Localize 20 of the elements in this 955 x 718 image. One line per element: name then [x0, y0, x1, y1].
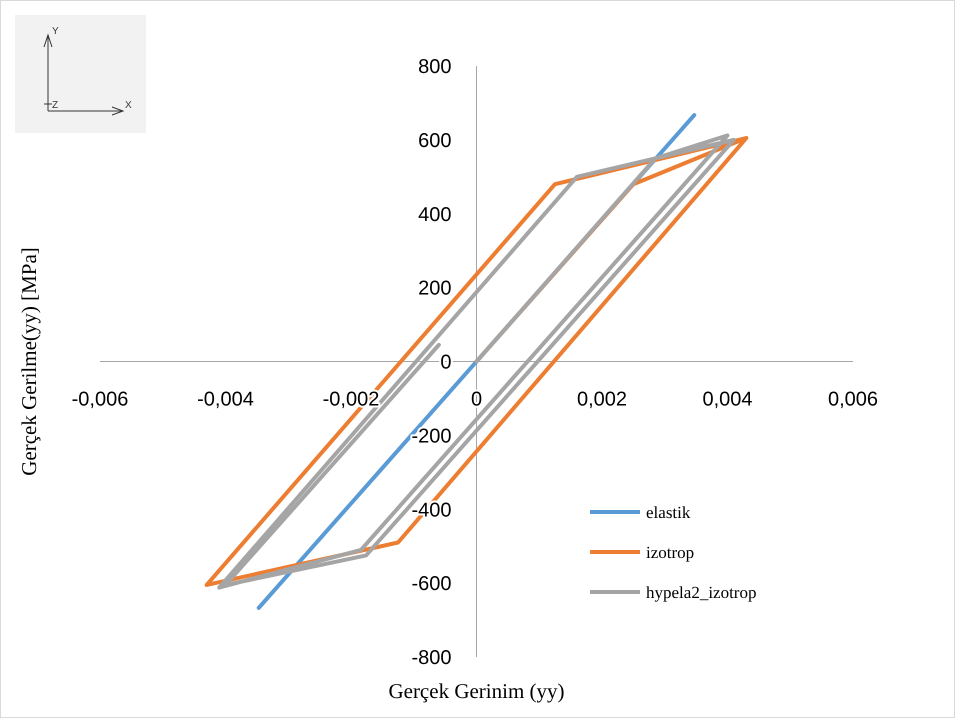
y-tick-label: 200 [418, 278, 452, 300]
annotation: X [125, 100, 132, 111]
y-tick-label: -600 [411, 573, 452, 596]
y-tick-label: 800 [418, 56, 452, 78]
y-tick-label: 0 [440, 352, 452, 374]
x-tick-label: 0 [470, 388, 482, 410]
y-tick-label: 600 [418, 130, 452, 152]
y-tick-label: 400 [418, 204, 452, 226]
legend-label: hypela2_izotrop [646, 583, 756, 602]
x-tick-label: -0,006 [72, 388, 128, 410]
x-tick-label: -0,004 [197, 388, 254, 410]
y-tick-label: -800 [411, 647, 452, 669]
y-axis-title: Gerçek Gerilme(yy) [MPa] [17, 247, 41, 476]
x-tick-label: 0,004 [702, 388, 753, 410]
x-tick-label: 0,006 [828, 388, 878, 410]
y-tick-label: -200 [411, 425, 452, 448]
x-axis-title: Gerçek Gerinim (yy) [388, 679, 565, 703]
legend-label: izotrop [646, 543, 694, 562]
legend-label: elastik [646, 503, 691, 522]
x-tick-label: 0,002 [576, 388, 628, 410]
